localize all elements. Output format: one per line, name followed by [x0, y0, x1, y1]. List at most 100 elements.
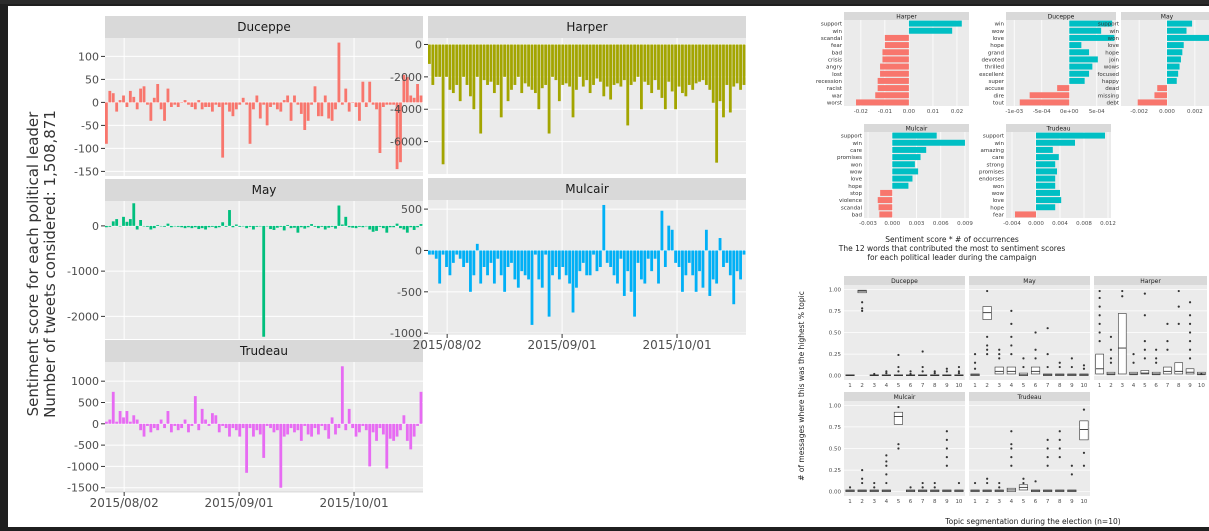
bar-harper — [469, 44, 472, 97]
bar-duceppe — [197, 100, 201, 103]
bar-may — [358, 225, 361, 227]
word-bar — [1154, 92, 1167, 99]
y-tick-label: 0 — [92, 418, 99, 431]
bar-duceppe — [152, 97, 156, 103]
bar-duceppe — [139, 88, 143, 103]
bar-mulcair — [431, 250, 435, 255]
bar-may — [388, 225, 392, 228]
y-tick-label: -1000 — [390, 327, 422, 340]
bar-duceppe — [252, 102, 255, 110]
bar-duceppe — [180, 102, 184, 103]
bar-mulcair — [728, 250, 732, 276]
bar-trudeau — [156, 423, 160, 431]
bar-harper — [694, 44, 698, 84]
box-outlier — [1082, 364, 1086, 367]
word-label: super — [989, 79, 1005, 85]
word-label: worst — [827, 100, 843, 106]
box-outlier — [1022, 357, 1025, 360]
bar-harper — [605, 44, 609, 87]
box-x-tick-label: 5 — [1022, 383, 1026, 389]
bar-trudeau — [364, 423, 368, 431]
bar-duceppe — [122, 95, 125, 103]
bar-may — [299, 225, 303, 228]
box-outlier — [1022, 365, 1025, 369]
box-outlier — [861, 309, 864, 313]
bar-mulcair — [479, 250, 483, 284]
bar-trudeau — [405, 423, 409, 441]
box-x-tick-label: 5 — [897, 499, 901, 505]
box-outlier — [986, 352, 989, 356]
bar-mulcair — [462, 250, 466, 267]
box-outlier — [986, 481, 989, 485]
bar-duceppe — [211, 102, 214, 112]
box-x-tick-label: 9 — [1070, 383, 1074, 389]
bar-may — [190, 225, 194, 229]
box-outlier — [1132, 352, 1135, 356]
box-x-tick-label: 4 — [1010, 499, 1014, 505]
bar-may — [221, 222, 225, 226]
box-x-tick-label: 6 — [1034, 383, 1038, 389]
bar-harper — [568, 44, 572, 87]
bar-may — [111, 221, 115, 226]
box-outlier — [861, 481, 864, 485]
figure-canvas: Sentiment score for each political leade… — [8, 6, 1209, 527]
bar-trudeau — [293, 423, 296, 433]
box-outlier — [973, 361, 977, 364]
box-outlier — [1058, 361, 1061, 364]
y-tick-label: -150 — [74, 165, 99, 178]
bar-may — [252, 225, 255, 230]
word-bar — [1036, 175, 1056, 182]
word-bar — [1167, 34, 1209, 41]
bar-mulcair — [646, 250, 650, 259]
bar-trudeau — [371, 423, 375, 433]
box-outlier — [945, 430, 948, 433]
box-outlier — [1143, 348, 1146, 351]
word-bar — [892, 161, 915, 168]
box-outlier — [1070, 357, 1073, 360]
bar-duceppe — [207, 102, 211, 107]
bar-trudeau — [183, 419, 187, 424]
bar-mulcair — [540, 250, 544, 288]
bar-duceppe — [354, 102, 358, 107]
box-y-tick-label: 0.25 — [829, 468, 842, 474]
bar-harper — [722, 44, 725, 118]
bar-may — [375, 225, 378, 231]
bar-may — [118, 225, 122, 227]
bar-harper — [687, 44, 691, 85]
bar-trudeau — [159, 419, 163, 424]
bar-may — [248, 225, 252, 227]
box-outlier — [945, 370, 948, 373]
box-outlier — [1143, 314, 1146, 317]
bar-may — [207, 225, 211, 228]
strip-mulcair — [428, 178, 746, 200]
box-x-tick-label: 10 — [955, 383, 962, 389]
word-bar — [1036, 182, 1056, 189]
box-outlier — [1188, 301, 1192, 304]
word-label: promises — [979, 169, 1004, 175]
bar-may — [392, 225, 396, 228]
x-tick-label: 2015/08/02 — [413, 338, 482, 352]
word-bar — [1167, 56, 1181, 63]
word-label: support — [821, 22, 843, 28]
word-label: wow — [992, 191, 1005, 197]
word-bar — [1036, 146, 1053, 153]
bar-harper — [489, 44, 493, 82]
bar-mulcair — [681, 250, 684, 292]
bar-trudeau — [238, 423, 242, 437]
bar-duceppe — [364, 102, 368, 107]
bar-duceppe — [241, 97, 245, 103]
words-caption-line2: for each political leader during the cam… — [867, 253, 1037, 262]
bar-harper — [465, 44, 469, 85]
box-outlier — [1143, 340, 1146, 343]
box-outlier — [1010, 430, 1013, 433]
box-outlier — [986, 477, 989, 480]
bar-harper — [633, 44, 636, 82]
bar-mulcair — [622, 250, 626, 296]
bar-harper — [554, 44, 558, 81]
box-outlier — [1188, 322, 1192, 325]
x-tick-label: 2015/08/02 — [90, 496, 159, 510]
box-outlier — [1082, 464, 1086, 467]
box-ylabel: # of messages where this was the highest… — [797, 291, 806, 481]
words-x-tick-label: 0.006 — [933, 221, 949, 227]
box-outlier — [1121, 289, 1124, 293]
